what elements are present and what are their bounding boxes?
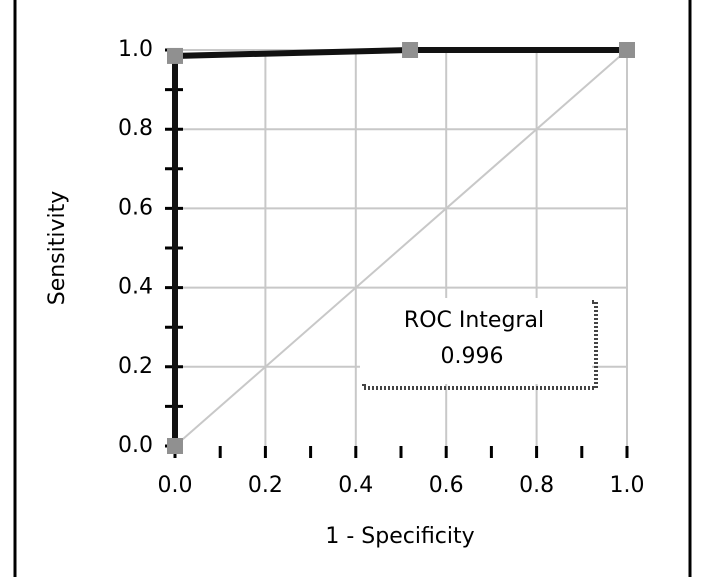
x-tick-label: 1.0 — [610, 473, 645, 498]
y-tick-label: 0.2 — [118, 354, 153, 379]
y-tick-label: 0.6 — [118, 195, 153, 220]
y-tick-label: 0.8 — [118, 116, 153, 141]
y-axis-label: Sensitivity — [45, 191, 70, 306]
reference-diagonal — [174, 49, 628, 447]
annotation-box — [360, 298, 592, 384]
point-marker — [619, 42, 635, 58]
annotation-value: 0.996 — [441, 344, 504, 369]
point-marker — [167, 47, 183, 64]
y-tick-label: 0.4 — [118, 275, 153, 300]
x-tick-label: 0.0 — [158, 473, 193, 498]
y-tick-label: 1.0 — [118, 37, 153, 62]
y-tick-label: 0.0 — [118, 433, 153, 458]
annotation-label: ROC Integral — [404, 308, 544, 333]
x-tick-label: 0.6 — [429, 473, 464, 498]
roc-curve — [172, 47, 627, 446]
x-axis-label: 1 - Specificity — [325, 524, 474, 549]
point-marker — [167, 438, 183, 454]
x-tick-label: 0.2 — [248, 473, 283, 498]
x-tick-label: 0.4 — [338, 473, 373, 498]
x-tick-label: 0.8 — [519, 473, 554, 498]
point-marker — [402, 42, 419, 58]
